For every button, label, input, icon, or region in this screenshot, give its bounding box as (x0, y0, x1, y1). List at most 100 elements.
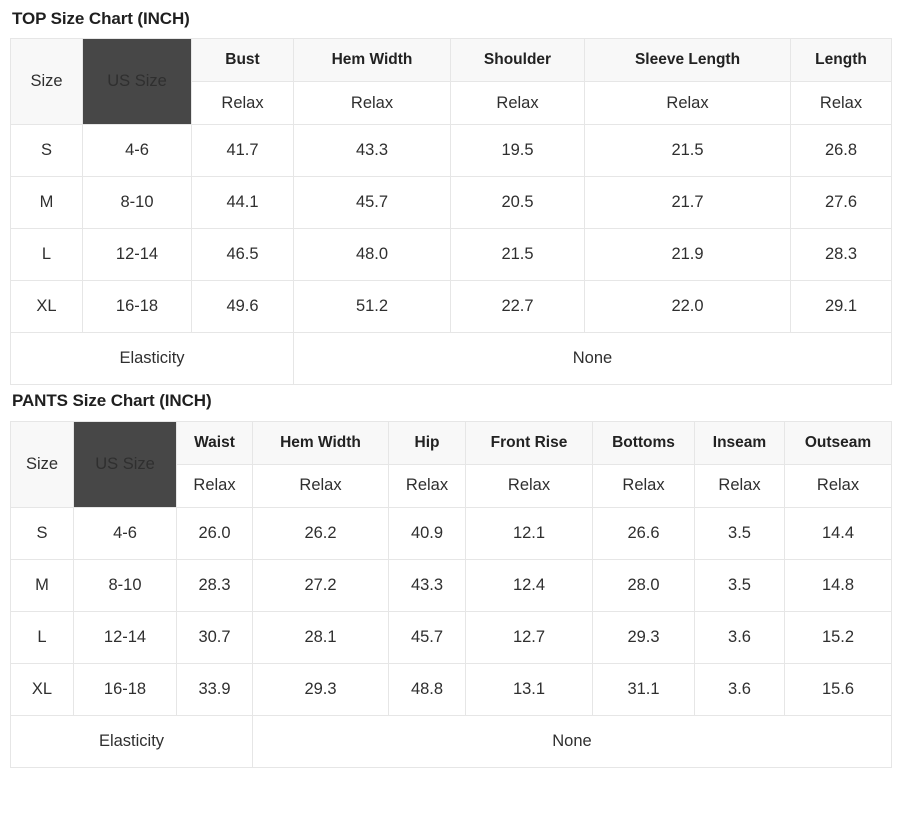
cell-bottoms: 26.6 (592, 506, 695, 560)
cell-us-size: 8-10 (73, 558, 177, 612)
cell-us-size: 12-14 (73, 610, 177, 664)
cell-size: S (10, 124, 83, 178)
cell-us-size: 8-10 (82, 176, 192, 230)
column-header-shoulder: Shoulder (450, 38, 585, 83)
elasticity-label: Elasticity (10, 714, 253, 768)
cell-shoulder: 22.7 (450, 280, 585, 334)
cell-length: 26.8 (790, 124, 892, 178)
cell-outseam: 14.4 (784, 506, 892, 560)
cell-front-rise: 13.1 (465, 662, 593, 716)
cell-hem-width: 43.3 (293, 124, 451, 178)
column-header-size: Size (10, 38, 83, 126)
fit-label-shoulder: Relax (450, 81, 585, 126)
cell-size: L (10, 610, 74, 664)
cell-hem-width: 51.2 (293, 280, 451, 334)
cell-sleeve-length: 21.5 (584, 124, 791, 178)
fit-label-front-rise: Relax (465, 463, 593, 508)
cell-hip: 43.3 (388, 558, 466, 612)
cell-outseam: 14.8 (784, 558, 892, 612)
table-row: M 8-10 44.1 45.7 20.5 21.7 27.6 (10, 176, 892, 230)
fit-label-bust: Relax (191, 81, 294, 126)
table-row: XL 16-18 49.6 51.2 22.7 22.0 29.1 (10, 280, 892, 334)
cell-bottoms: 29.3 (592, 610, 695, 664)
pants-size-table: Size US Size Waist Hem Width Hip Front R… (10, 420, 892, 768)
cell-outseam: 15.6 (784, 662, 892, 716)
column-header-hem-width: Hem Width (293, 38, 451, 83)
cell-size: M (10, 176, 83, 230)
column-header-hem-width: Hem Width (252, 420, 389, 465)
cell-us-size: 12-14 (82, 228, 192, 282)
size-chart-page: TOP Size Chart (INCH) Size US Size Bust … (10, 9, 892, 768)
table-footer-row: Elasticity None (10, 714, 892, 768)
cell-length: 29.1 (790, 280, 892, 334)
elasticity-label: Elasticity (10, 332, 294, 386)
cell-front-rise: 12.7 (465, 610, 593, 664)
cell-waist: 28.3 (176, 558, 253, 612)
table-row: S 4-6 26.0 26.2 40.9 12.1 26.6 3.5 14.4 (10, 506, 892, 560)
cell-size: M (10, 558, 74, 612)
column-header-waist: Waist (176, 420, 253, 465)
cell-bottoms: 31.1 (592, 662, 695, 716)
cell-size: XL (10, 662, 74, 716)
cell-sleeve-length: 22.0 (584, 280, 791, 334)
fit-label-hem-width: Relax (293, 81, 451, 126)
cell-inseam: 3.6 (694, 662, 785, 716)
table-row: L 12-14 46.5 48.0 21.5 21.9 28.3 (10, 228, 892, 282)
column-header-front-rise: Front Rise (465, 420, 593, 465)
fit-label-waist: Relax (176, 463, 253, 508)
cell-waist: 30.7 (176, 610, 253, 664)
column-header-bust: Bust (191, 38, 294, 83)
cell-us-size: 4-6 (82, 124, 192, 178)
column-header-sleeve-length: Sleeve Length (584, 38, 791, 83)
cell-length: 28.3 (790, 228, 892, 282)
cell-hem-width: 27.2 (252, 558, 389, 612)
column-header-us-size: US Size (82, 38, 192, 126)
column-header-outseam: Outseam (784, 420, 892, 465)
cell-inseam: 3.6 (694, 610, 785, 664)
cell-inseam: 3.5 (694, 558, 785, 612)
fit-label-hip: Relax (388, 463, 466, 508)
fit-label-inseam: Relax (694, 463, 785, 508)
fit-label-length: Relax (790, 81, 892, 126)
cell-us-size: 16-18 (73, 662, 177, 716)
table-header-row: Size US Size Bust Hem Width Shoulder Sle… (10, 38, 892, 126)
cell-shoulder: 20.5 (450, 176, 585, 230)
cell-shoulder: 21.5 (450, 228, 585, 282)
top-chart-title: TOP Size Chart (INCH) (12, 9, 190, 28)
table-header-row: Size US Size Waist Hem Width Hip Front R… (10, 420, 892, 508)
cell-front-rise: 12.1 (465, 506, 593, 560)
elasticity-value: None (252, 714, 892, 768)
column-header-hip: Hip (388, 420, 466, 465)
cell-hem-width: 45.7 (293, 176, 451, 230)
pants-table-head: Size US Size Waist Hem Width Hip Front R… (10, 420, 892, 508)
cell-hip: 48.8 (388, 662, 466, 716)
cell-length: 27.6 (790, 176, 892, 230)
cell-size: XL (10, 280, 83, 334)
cell-bust: 49.6 (191, 280, 294, 334)
cell-inseam: 3.5 (694, 506, 785, 560)
column-header-size: Size (10, 420, 74, 508)
cell-shoulder: 19.5 (450, 124, 585, 178)
cell-front-rise: 12.4 (465, 558, 593, 612)
cell-hip: 45.7 (388, 610, 466, 664)
cell-hem-width: 29.3 (252, 662, 389, 716)
pants-table-body: S 4-6 26.0 26.2 40.9 12.1 26.6 3.5 14.4 … (10, 506, 892, 768)
cell-bust: 41.7 (191, 124, 294, 178)
table-fit-row: Relax Relax Relax Relax Relax (11, 81, 892, 126)
cell-waist: 26.0 (176, 506, 253, 560)
table-row: S 4-6 41.7 43.3 19.5 21.5 26.8 (10, 124, 892, 178)
top-size-table: Size US Size Bust Hem Width Shoulder Sle… (10, 38, 892, 386)
cell-us-size: 4-6 (73, 506, 177, 560)
cell-bust: 46.5 (191, 228, 294, 282)
fit-label-outseam: Relax (784, 463, 892, 508)
top-table-body: S 4-6 41.7 43.3 19.5 21.5 26.8 M 8-10 44… (10, 124, 892, 386)
cell-hip: 40.9 (388, 506, 466, 560)
elasticity-value: None (293, 332, 892, 386)
fit-label-sleeve-length: Relax (584, 81, 791, 126)
cell-bottoms: 28.0 (592, 558, 695, 612)
cell-size: L (10, 228, 83, 282)
cell-sleeve-length: 21.7 (584, 176, 791, 230)
column-header-us-size: US Size (73, 420, 177, 508)
cell-sleeve-length: 21.9 (584, 228, 791, 282)
cell-waist: 33.9 (176, 662, 253, 716)
